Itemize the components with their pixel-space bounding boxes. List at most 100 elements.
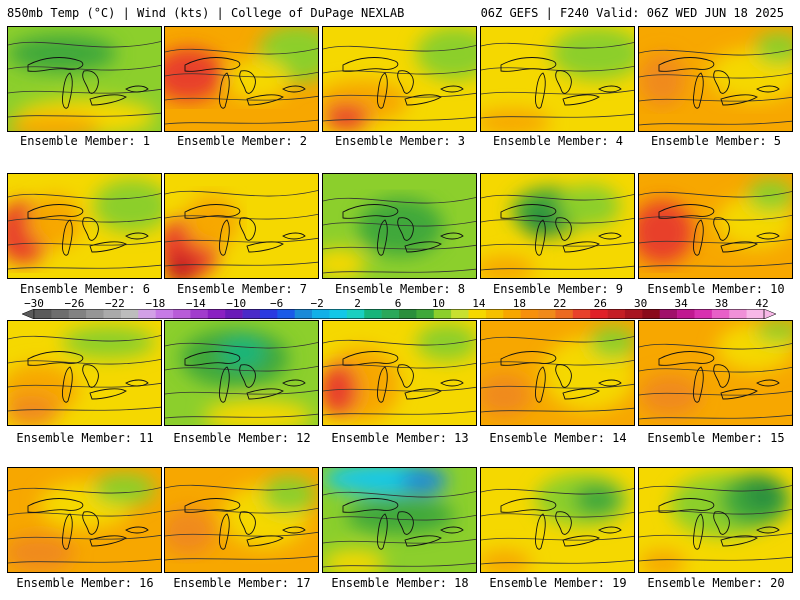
colorbar-tick-label: 10 — [431, 297, 446, 310]
temperature-region — [27, 195, 82, 249]
colorbar-swatch — [103, 309, 122, 319]
colorbar-swatch — [207, 309, 226, 319]
lake-outline — [282, 85, 306, 93]
lake-outline — [693, 72, 704, 109]
ensemble-member-map — [164, 467, 319, 573]
colorbar-swatch — [416, 309, 435, 319]
colorbar-swatch — [503, 309, 521, 319]
member-caption: Ensemble Member: 12 — [173, 431, 311, 445]
member-caption: Ensemble Member: 14 — [489, 431, 627, 445]
contour-line — [165, 365, 318, 372]
ensemble-member-map — [638, 320, 793, 426]
lake-outline — [219, 366, 230, 403]
member-caption: Ensemble Member: 18 — [331, 576, 469, 590]
temperature-field — [8, 174, 161, 278]
contour-line — [323, 45, 476, 52]
ensemble-member-map — [480, 320, 635, 426]
member-caption: Ensemble Member: 1 — [19, 134, 151, 148]
lake-outline — [658, 498, 715, 513]
contour-line — [323, 92, 476, 98]
contour-line — [323, 362, 476, 369]
lake-outline — [125, 379, 149, 387]
colorbar-swatch — [155, 309, 174, 319]
contour-line — [481, 42, 634, 49]
contour-line — [639, 120, 792, 126]
lake-outline — [89, 94, 127, 106]
lake-outline — [219, 219, 230, 256]
temperature-field — [323, 468, 476, 572]
temperature-field — [481, 27, 634, 131]
contour-line — [639, 532, 792, 538]
contour-line — [8, 264, 161, 270]
colorbar-swatch — [34, 309, 52, 319]
lake-outline — [82, 217, 99, 241]
lake-outline — [184, 351, 241, 366]
lake-outline — [239, 364, 256, 388]
lake-outline — [756, 232, 780, 240]
lake-outline — [720, 241, 758, 253]
lake-outline — [89, 535, 127, 547]
temperature-region — [639, 53, 686, 107]
temperature-field — [8, 321, 161, 425]
lake-outline — [239, 70, 256, 94]
temperature-field — [481, 321, 634, 425]
temperature-region — [165, 253, 196, 278]
temperature-region — [323, 103, 370, 131]
contour-line — [323, 386, 476, 392]
contour-line — [639, 508, 792, 515]
lake-outline — [500, 498, 557, 513]
contour-line — [481, 407, 634, 413]
contour-line — [323, 491, 476, 498]
temperature-region — [481, 550, 532, 572]
lake-outline — [27, 204, 84, 219]
temperature-field — [639, 27, 792, 131]
lake-outline — [282, 232, 306, 240]
temperature-colorbar — [22, 309, 777, 319]
colorbar-tick-label: 30 — [634, 297, 648, 310]
ensemble-member-map — [7, 320, 162, 426]
lake-outline — [562, 388, 600, 400]
contour-line — [165, 389, 318, 395]
contour-line — [165, 48, 318, 55]
member-caption: Ensemble Member: 15 — [647, 431, 785, 445]
contour-line — [481, 65, 634, 72]
contour-line — [639, 262, 792, 268]
contour-line — [8, 534, 161, 540]
lake-outline — [440, 232, 464, 240]
lake-outline — [555, 70, 572, 94]
temperature-region — [550, 27, 634, 80]
member-caption: Ensemble Member: 7 — [176, 282, 308, 296]
lake-outline — [440, 379, 464, 387]
lake-outline — [555, 217, 572, 241]
member-caption: Ensemble Member: 20 — [647, 576, 785, 590]
contour-line — [481, 511, 634, 518]
temperature-field — [165, 27, 318, 131]
member-caption: Ensemble Member: 16 — [16, 576, 154, 590]
temperature-region — [416, 323, 476, 361]
contour-line — [481, 241, 634, 247]
colorbar-swatch — [259, 309, 278, 319]
temperature-region — [93, 473, 156, 506]
lake-outline — [693, 513, 704, 550]
colorbar-tick-label: −26 — [64, 297, 85, 310]
lake-outline — [282, 526, 306, 534]
colorbar-swatch — [485, 309, 504, 319]
contour-line — [481, 217, 634, 224]
member-caption: Ensemble Member: 13 — [331, 431, 469, 445]
lake-outline — [246, 94, 284, 106]
colorbar-swatch — [277, 309, 296, 319]
colorbar-swatch — [677, 309, 695, 319]
temperature-field — [481, 468, 634, 572]
lake-outline — [62, 366, 73, 403]
colorbar-tick-label: −2 — [310, 297, 324, 310]
lake-outline — [397, 364, 414, 388]
lake-outline — [246, 388, 284, 400]
ensemble-member-map — [322, 173, 477, 279]
lake-outline — [219, 513, 230, 550]
lake-outline — [377, 72, 388, 109]
temperature-region — [357, 197, 444, 257]
ensemble-member-map — [164, 26, 319, 132]
colorbar-tick-label: −6 — [270, 297, 284, 310]
lake-outline — [713, 70, 730, 94]
lake-outline — [500, 351, 557, 366]
